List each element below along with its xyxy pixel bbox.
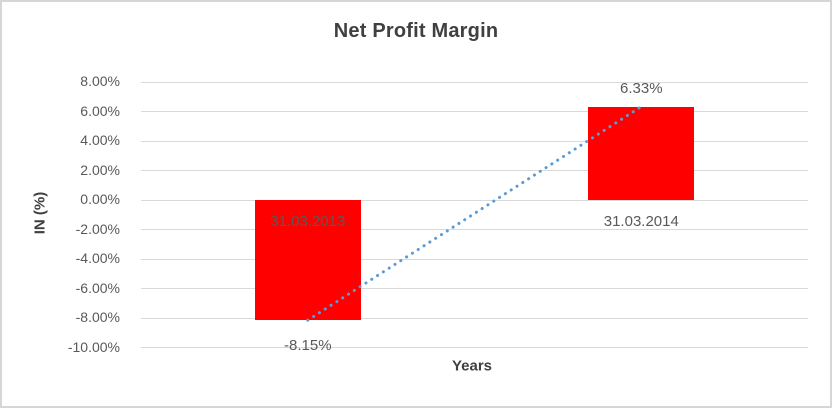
gridline xyxy=(141,288,808,289)
data-label: -8.15% xyxy=(284,337,332,355)
y-tick-label: -8.00% xyxy=(75,309,120,325)
gridline xyxy=(141,317,808,319)
category-label: 31.03.2014 xyxy=(603,213,679,230)
chart-title: Net Profit Margin xyxy=(333,20,499,42)
category-label: 31.03.2013 xyxy=(270,213,346,230)
y-tick-label: 6.00% xyxy=(80,102,120,119)
bar xyxy=(588,106,695,200)
y-tick-label: 0.00% xyxy=(80,191,120,207)
data-label: 6.33% xyxy=(620,79,663,97)
gridline xyxy=(141,111,808,112)
x-axis-title: Years xyxy=(451,357,493,375)
y-tick-label: 2.00% xyxy=(80,161,120,178)
gridline xyxy=(141,199,808,201)
gridline xyxy=(141,258,808,260)
y-tick-label: -2.00% xyxy=(75,220,120,237)
gridline xyxy=(141,347,808,348)
y-tick-label: 8.00% xyxy=(80,73,120,89)
y-tick-label: -6.00% xyxy=(75,279,120,296)
gridline xyxy=(141,81,808,83)
gridline xyxy=(141,140,808,142)
y-tick-label: 4.00% xyxy=(80,132,120,148)
y-tick-label: -4.00% xyxy=(75,250,120,266)
y-tick-label: -10.00% xyxy=(67,338,120,355)
gridline xyxy=(141,170,808,171)
